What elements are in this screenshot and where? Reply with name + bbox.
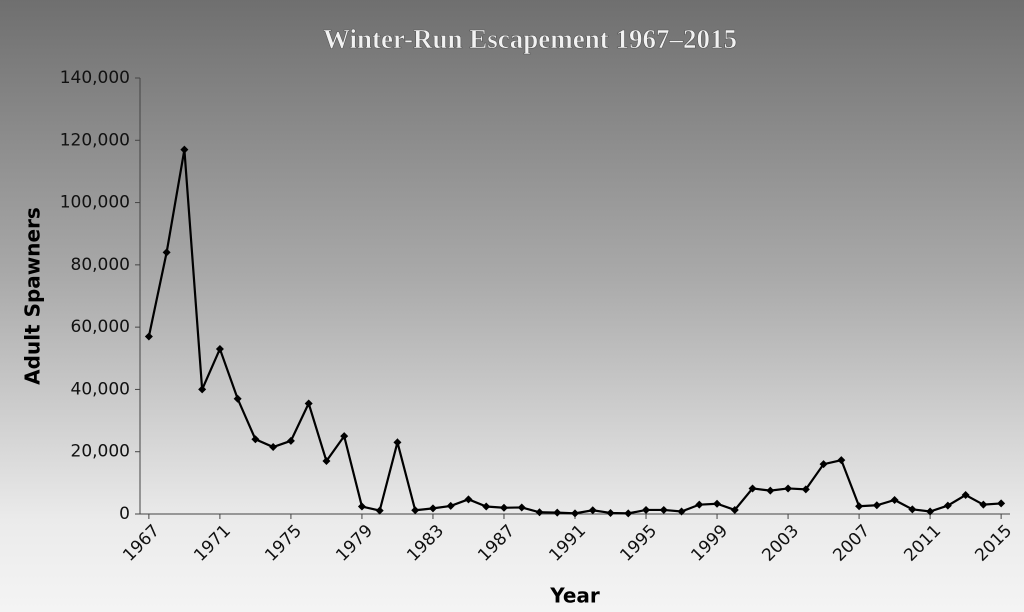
y-tick-label: 100,000 xyxy=(60,193,130,213)
x-axis-title: Year xyxy=(549,584,600,608)
data-point xyxy=(357,502,366,511)
data-point xyxy=(908,505,917,514)
data-point xyxy=(517,503,526,512)
data-point xyxy=(890,495,899,504)
data-point xyxy=(943,501,952,510)
data-point xyxy=(730,505,739,514)
y-axis-title: Adult Spawners xyxy=(21,207,45,385)
y-tick-label: 80,000 xyxy=(71,255,130,275)
data-point xyxy=(748,484,757,493)
data-point xyxy=(464,495,473,504)
y-tick-label: 120,000 xyxy=(60,130,130,150)
data-point xyxy=(499,503,508,512)
data-point xyxy=(198,385,207,394)
data-point xyxy=(571,509,579,518)
y-tick-label: 140,000 xyxy=(60,68,130,88)
data-point xyxy=(801,485,810,494)
data-point xyxy=(286,436,295,445)
y-tick-label: 40,000 xyxy=(71,379,130,399)
data-point xyxy=(819,460,828,469)
data-point xyxy=(659,505,668,514)
data-point xyxy=(393,438,402,447)
data-point xyxy=(428,504,437,513)
data-point xyxy=(144,332,153,341)
data-point xyxy=(251,435,260,444)
data-point xyxy=(855,502,864,511)
data-point xyxy=(446,501,455,510)
data-point xyxy=(233,394,242,403)
data-point xyxy=(269,443,278,452)
data-point xyxy=(304,399,313,408)
data-point xyxy=(606,508,615,517)
data-point xyxy=(535,508,544,517)
data-point xyxy=(837,456,846,465)
data-point xyxy=(961,491,970,500)
data-point xyxy=(340,432,349,441)
data-point xyxy=(713,499,722,508)
data-point xyxy=(784,484,793,493)
data-point xyxy=(766,486,775,495)
data-point xyxy=(588,506,597,515)
y-tick-label: 60,000 xyxy=(71,317,130,337)
y-tick-label: 20,000 xyxy=(71,442,130,462)
data-point xyxy=(215,344,224,353)
chart-title: Winter-Run Escapement 1967–2015 xyxy=(323,24,737,54)
data-point xyxy=(872,501,881,510)
data-point xyxy=(322,457,331,466)
data-point xyxy=(695,500,704,509)
data-point xyxy=(979,500,988,509)
data-point xyxy=(553,508,562,517)
data-point xyxy=(180,145,189,154)
data-point xyxy=(926,507,935,516)
data-point xyxy=(677,507,686,516)
data-point xyxy=(997,499,1006,508)
data-point xyxy=(375,506,384,515)
data-point xyxy=(482,502,491,511)
y-tick-label: 0 xyxy=(119,504,130,524)
data-point xyxy=(162,248,171,257)
data-point xyxy=(411,506,420,515)
data-point xyxy=(642,505,651,514)
data-point xyxy=(624,509,633,518)
